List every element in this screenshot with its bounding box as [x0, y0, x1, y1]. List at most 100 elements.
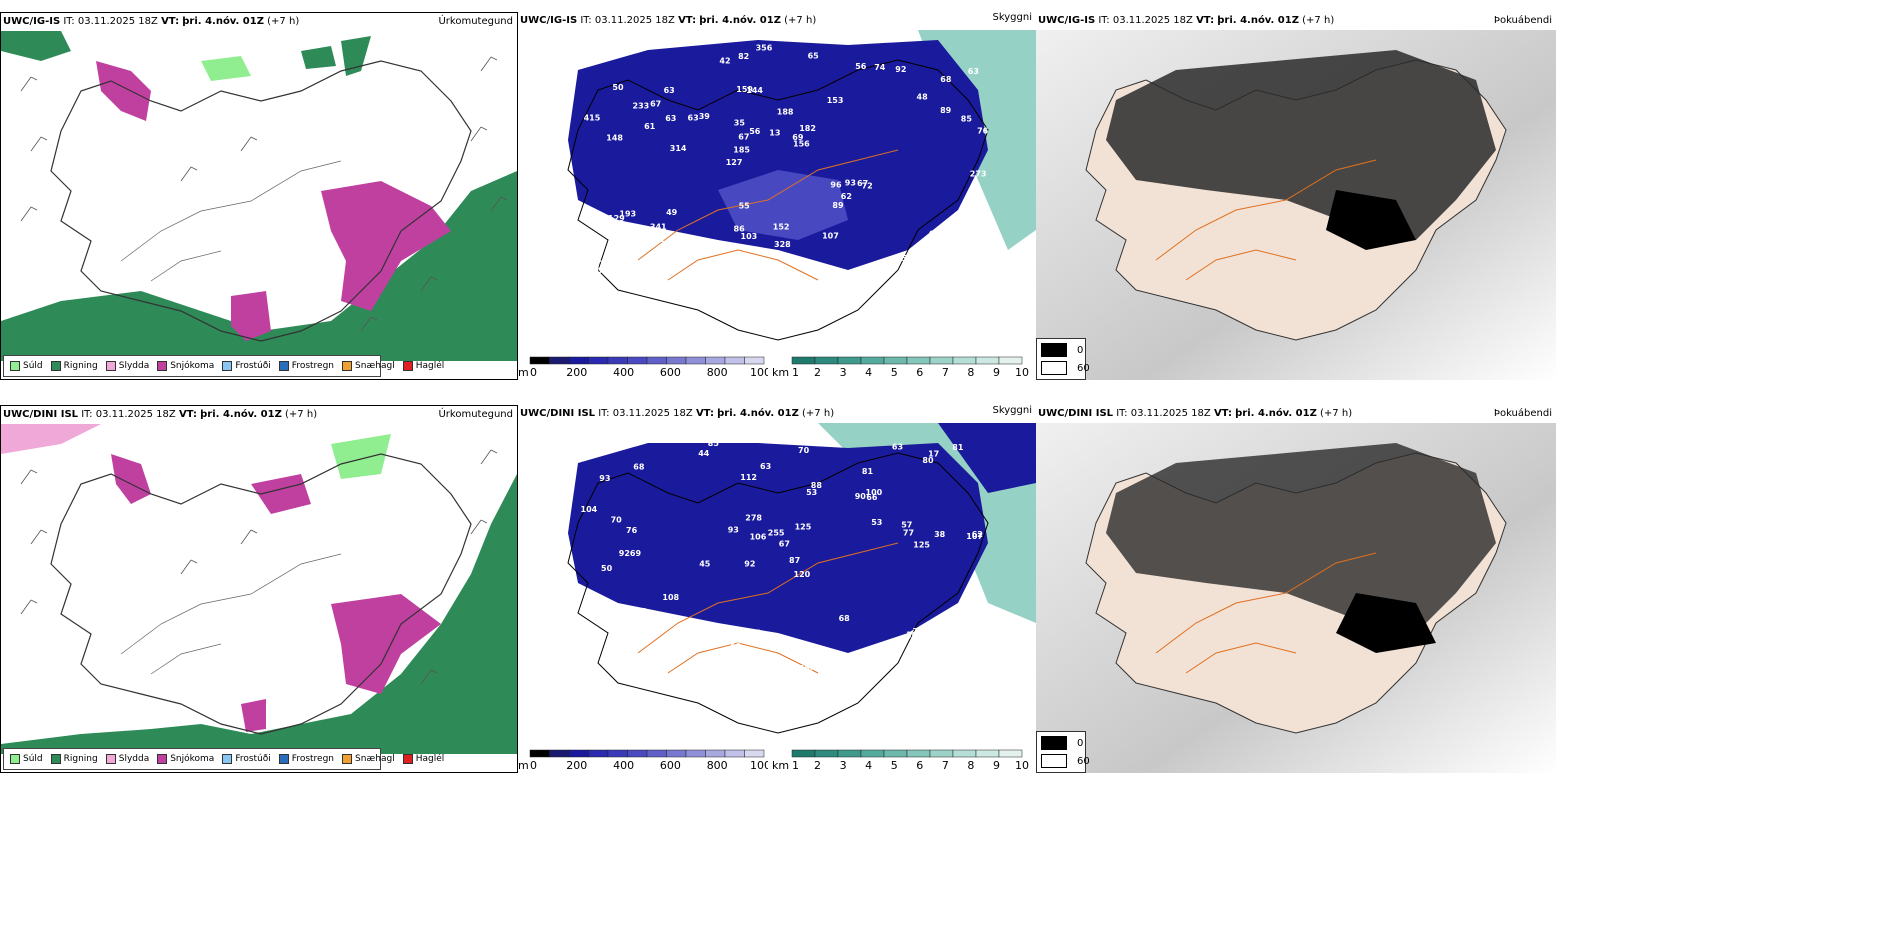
- legend-item: Snæhagl: [342, 754, 395, 764]
- visibility-value-label: 153: [827, 96, 844, 105]
- colorbar-segment: [724, 356, 745, 365]
- legend-swatch: [222, 361, 233, 371]
- visibility-value-label: 70: [780, 267, 792, 276]
- legend-label: Rigning: [63, 754, 98, 764]
- legend-item: Snjókoma: [157, 754, 214, 764]
- fog-index-panel-bottom: UWC/DINI ISL IT: 03.11.2025 18Z VT: þri.…: [1036, 405, 1556, 773]
- colorbar-tick-label: 9: [993, 759, 1000, 771]
- visibility-value-label: 82: [654, 235, 665, 244]
- visibility-panel-bottom: UWC/DINI ISL IT: 03.11.2025 18Z VT: þri.…: [518, 405, 1036, 773]
- colorbar-tick-label: 8: [967, 759, 974, 771]
- colorbar-tick-label: 2: [814, 366, 821, 378]
- colorbar-tick-label: 200: [566, 759, 587, 771]
- precip-map: [1, 31, 517, 361]
- colorbar-segment: [627, 749, 648, 758]
- visibility-value-label: 63: [968, 67, 979, 76]
- visibility-value-label: 100: [866, 488, 883, 497]
- visibility-value-label: 55: [901, 254, 913, 263]
- visibility-value-label: 38: [934, 530, 946, 539]
- colorbar-tick-label: 0: [530, 366, 537, 378]
- visibility-value-label: 63: [664, 86, 675, 95]
- visibility-value-label: 93: [599, 474, 610, 483]
- visibility-value-label: 57: [901, 520, 912, 529]
- visibility-value-label: 68: [940, 75, 952, 84]
- colorbar-segment: [837, 749, 862, 758]
- legend-swatch: [342, 754, 353, 764]
- visibility-value-label: 70: [611, 516, 623, 525]
- fog-legend-swatch: [1041, 736, 1067, 750]
- colorbar-segment: [529, 356, 550, 365]
- visibility-value-label: 92: [606, 609, 617, 618]
- legend-item: Frostúði: [222, 754, 271, 764]
- precip-map: [1, 424, 517, 754]
- visibility-value-label: 82: [738, 52, 749, 61]
- legend-label: Frostregn: [291, 754, 335, 764]
- colorbar-tick-label: 400: [613, 366, 634, 378]
- colorbar-tick-label: 7: [942, 366, 949, 378]
- colorbar-tick-label: 10: [1015, 759, 1029, 771]
- visibility-value-label: 56: [799, 664, 811, 673]
- visibility-value-label: 92: [744, 560, 755, 569]
- visibility-value-label: 69: [792, 133, 804, 142]
- colorbar-segment: [627, 356, 648, 365]
- legend-swatch: [278, 754, 289, 764]
- colorbar-tick-label: 5: [891, 759, 898, 771]
- colorbar-segment: [814, 749, 839, 758]
- visibility-value-label: 97: [585, 604, 596, 613]
- visibility-value-label: 43: [613, 653, 624, 662]
- panel-variable-name: Þokuábendi: [1493, 408, 1552, 419]
- legend-item: Rigning: [50, 754, 98, 764]
- visibility-value-label: 166: [906, 630, 923, 639]
- visibility-value-label: 185: [733, 146, 750, 155]
- legend-item: Súld: [10, 361, 43, 371]
- visibility-value-label: 76: [977, 126, 989, 135]
- visibility-value-label: 42: [705, 665, 716, 674]
- visibility-value-label: 125: [795, 522, 812, 531]
- visibility-value-label: 120: [794, 570, 811, 579]
- colorbar-segment: [646, 749, 667, 758]
- visibility-value-label: 67: [857, 179, 868, 188]
- colorbar-segment: [588, 749, 609, 758]
- visibility-value-label: 76: [809, 663, 821, 672]
- colorbar-segment: [929, 356, 954, 365]
- legend-item: Frostúði: [222, 361, 271, 371]
- legend-item: Slydda: [105, 754, 149, 764]
- visibility-value-label: 85: [749, 628, 761, 637]
- visibility-value-label: 156: [793, 139, 810, 148]
- visibility-value-label: 66: [866, 493, 878, 502]
- fog-legend-swatch: [1041, 343, 1067, 357]
- legend-label: Snæhagl: [355, 754, 395, 764]
- visibility-value-label: 67: [779, 540, 790, 549]
- visibility-value-label: 65: [808, 51, 820, 60]
- colorbar-tick-label: 1: [792, 759, 799, 771]
- visibility-value-label: 314: [670, 144, 687, 153]
- colorbar-segment: [744, 356, 765, 365]
- precip-type-panel-top: UWC/IG-IS IT: 03.11.2025 18Z VT: þri. 4.…: [0, 12, 518, 380]
- visibility-value-label: 188: [777, 108, 794, 117]
- colorbar-segment: [975, 356, 1000, 365]
- colorbar-unit: m: [518, 759, 529, 771]
- colorbar-segment: [685, 356, 706, 365]
- visibility-value-label: 273: [970, 170, 987, 179]
- visibility-value-label: 81: [952, 443, 964, 452]
- legend-swatch: [222, 754, 233, 764]
- colorbar-tick-label: 400: [613, 759, 634, 771]
- visibility-value-label: 125: [913, 540, 930, 549]
- visibility-value-label: 60: [589, 234, 601, 243]
- visibility-value-label: 85: [974, 603, 986, 612]
- colorbar-segment: [529, 749, 550, 758]
- colorbar-tick-label: 4: [865, 366, 872, 378]
- visibility-value-label: 68: [633, 463, 645, 472]
- legend-label: Haglél: [415, 361, 445, 371]
- visibility-value-label: 62: [972, 530, 983, 539]
- colorbar-segment: [685, 749, 706, 758]
- visibility-value-label: 63: [760, 462, 771, 471]
- visibility-value-label: 356: [756, 44, 773, 53]
- visibility-value-label: 54: [663, 615, 675, 624]
- colorbar-tick-label: 2: [814, 759, 821, 771]
- visibility-value-label: 67: [738, 133, 749, 142]
- visibility-value-label: 93: [845, 179, 856, 188]
- colorbar-segment: [549, 749, 570, 758]
- colorbar-segment: [883, 749, 908, 758]
- visibility-value-label: 63: [665, 114, 676, 123]
